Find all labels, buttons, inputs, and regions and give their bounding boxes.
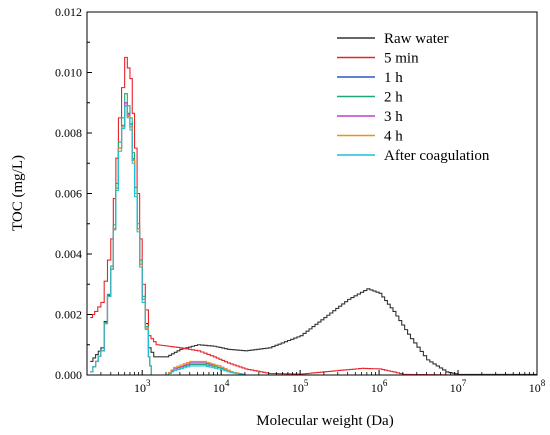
y-tick-label: 0.010 — [55, 66, 82, 80]
series-line-1 — [90, 105, 537, 375]
x-tick-label: 105 — [292, 378, 309, 395]
legend-label-3: 1 h — [384, 70, 403, 86]
plot-background — [87, 12, 537, 375]
x-tick-label: 106 — [371, 378, 388, 395]
legend-label-2: 5 min — [384, 51, 419, 67]
x-axis-title: Molecular weight (Da) — [256, 413, 393, 429]
y-axis-title: TOC (mg/L) — [10, 155, 26, 231]
y-tick-label: 0.004 — [55, 247, 82, 261]
x-tick-label: 103 — [134, 378, 151, 395]
series-layer — [90, 56, 537, 376]
legend: Raw water 5 min 1 h 2 h 3 h 4 h After coagulat… — [337, 31, 490, 164]
x-tick-label: 107 — [450, 378, 467, 395]
axes-layer: 0.000 0.002 0.004 0.006 0.008 0.010 0.012 103 10… — [55, 5, 546, 395]
legend-label-1: Raw water — [384, 31, 449, 47]
x-tick-label: 108 — [529, 378, 546, 395]
y-tick-label: 0.012 — [55, 5, 82, 19]
legend-label-7: After coagulation — [384, 148, 490, 164]
y-tick-label: 0.006 — [55, 187, 82, 201]
legend-label-4: 2 h — [384, 90, 403, 106]
y-tick-label: 0.000 — [55, 368, 82, 382]
y-tick-label: 0.002 — [55, 308, 82, 322]
legend-label-6: 4 h — [384, 129, 403, 145]
plot-area — [87, 12, 537, 375]
legend-label-5: 3 h — [384, 109, 403, 125]
y-tick-label: 0.008 — [55, 126, 82, 140]
x-tick-label: 104 — [213, 378, 230, 395]
